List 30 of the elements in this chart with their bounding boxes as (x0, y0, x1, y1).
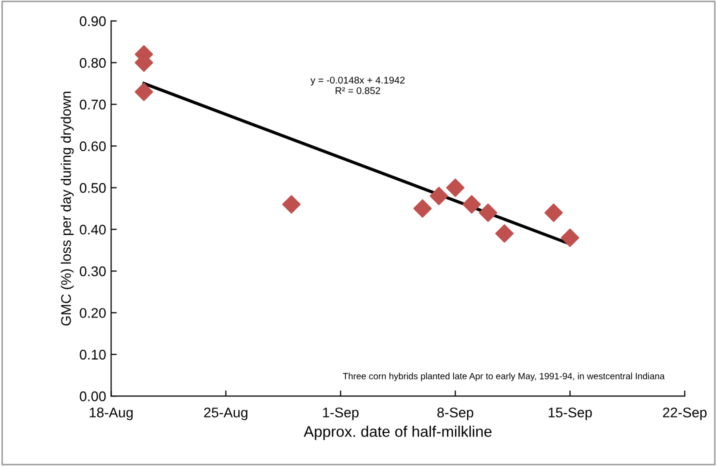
point (478, 204, 498, 222)
y-tick-label: 0.00 (80, 391, 106, 402)
y-tick-label: 0.30 (80, 266, 106, 276)
point (446, 178, 464, 197)
point (430, 186, 448, 206)
annotation: y = -0.0148x + 4.1942 R² = 0.852 (310, 76, 405, 94)
y-tick-label: 0.10 (80, 350, 106, 360)
y-tick-label: 0.80 (80, 58, 106, 68)
annotation: Three corn hybrids planted late Apr to early May, 1991-94, in westcentral Indiana (342, 372, 665, 382)
point (462, 195, 481, 214)
x-tick-label: 18-Aug (90, 408, 133, 420)
point (134, 82, 154, 102)
x-tick-label: 1-Sep (323, 408, 359, 420)
x-tick-label: 25-Aug (204, 408, 248, 420)
y-tick-label: 0.40 (80, 224, 106, 235)
x-axis-title: Approx. date of half-milkline (304, 426, 492, 440)
x-tick-label: 22-Sep (663, 408, 707, 420)
y-tick-label: 0.50 (80, 183, 106, 193)
point (495, 224, 514, 243)
y-tick-label: 0.60 (80, 141, 106, 152)
y-tick-label: 0.20 (80, 308, 106, 318)
point (560, 228, 580, 247)
x-tick-label: 15-Sep (548, 408, 592, 420)
point (544, 204, 563, 222)
y-tick-label: 0.90 (80, 16, 106, 26)
y-tick-label: 0.70 (80, 100, 106, 110)
x-tick-label: 8-Sep (437, 408, 474, 420)
point (282, 195, 301, 214)
y-axis-title: GMC (%) loss per day during drydown (60, 92, 74, 326)
point (413, 199, 432, 218)
